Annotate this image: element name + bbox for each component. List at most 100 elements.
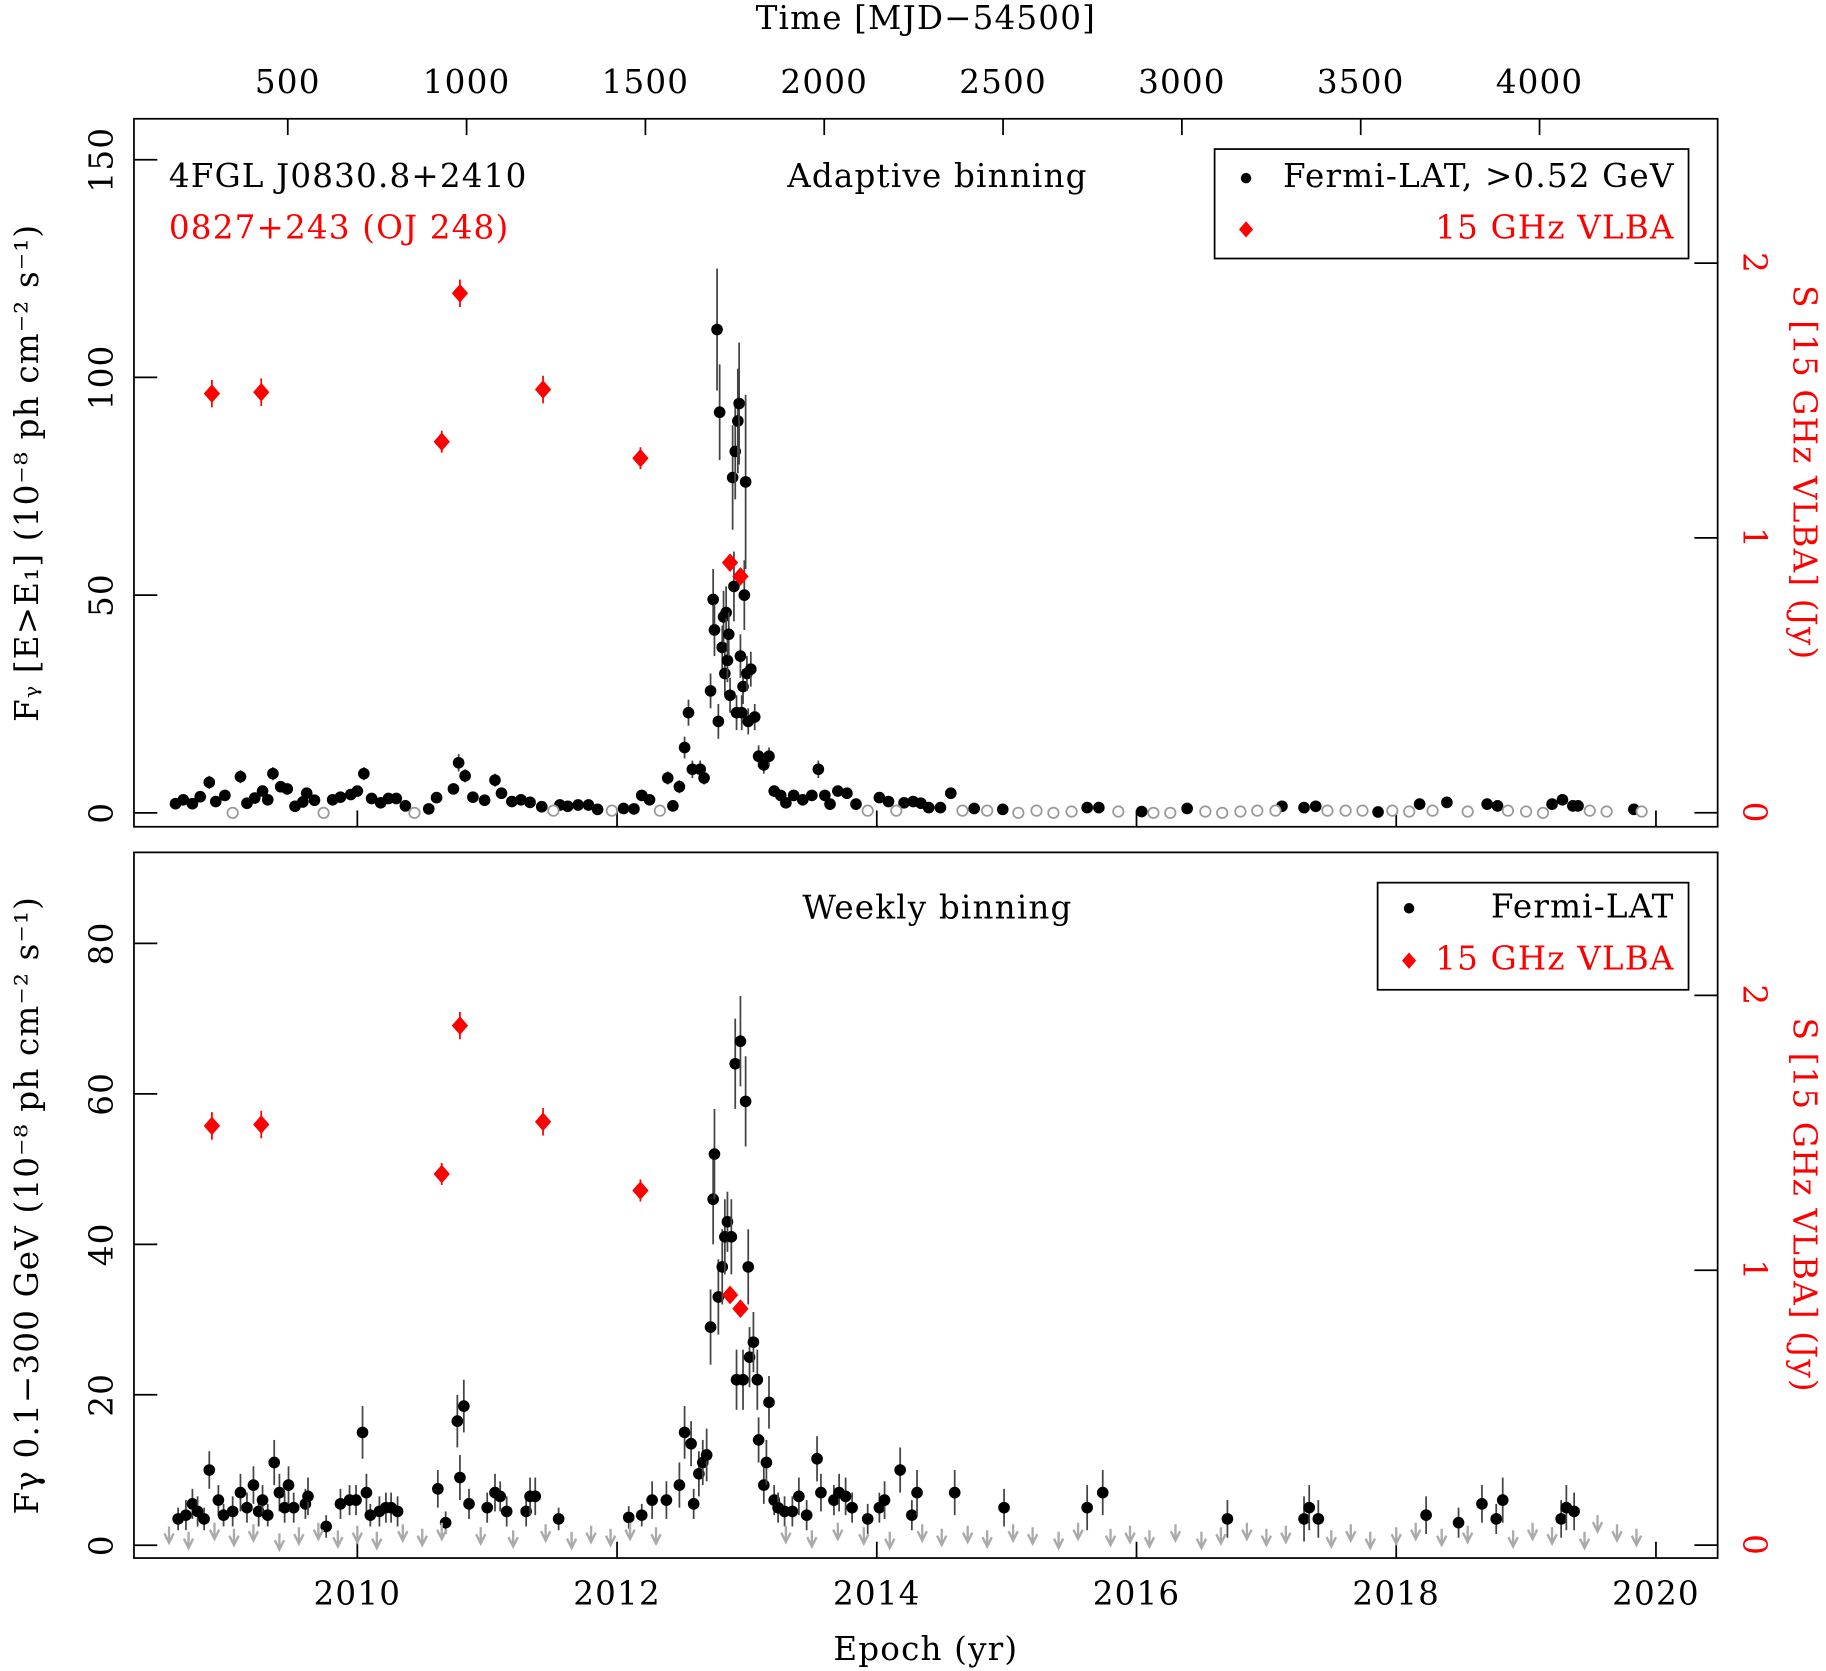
data-point [520,1505,532,1518]
data-point [252,1505,265,1518]
upper-limit [1260,1528,1273,1548]
data-point [399,800,412,812]
data-point [360,1486,373,1499]
plot-frame [133,851,1719,1559]
data-point [281,783,294,795]
data-point [906,1509,918,1521]
data-point [334,791,347,803]
data-point [713,406,726,419]
data-point [694,763,706,776]
data-point [643,793,656,806]
data-point-open [1461,805,1474,818]
upper-limit [371,1531,383,1551]
x2-axis-label: Time [MJD−54500] [756,0,1096,37]
data-point [198,1513,210,1525]
data-point [209,795,222,808]
upper-limit [273,1533,286,1553]
upper-limit [1526,1522,1539,1542]
data-point [700,1449,713,1461]
data-point [704,685,717,697]
data-point [1490,1513,1503,1525]
data-point [561,800,574,813]
data-point [1420,1509,1432,1521]
data-point [1441,796,1453,809]
data-point [812,763,825,776]
data-point [743,1351,756,1364]
upper-limit [1241,1522,1253,1542]
data-point [467,791,479,803]
data-point [707,593,719,606]
data-point-open [605,804,618,817]
data-point [752,750,765,763]
data-point [786,1505,799,1518]
data-point [667,800,679,812]
data-point [894,1464,906,1476]
data-point [1555,1513,1567,1525]
data-point-open [1065,805,1078,818]
data-point [506,795,518,808]
data-point [191,1505,204,1518]
upper-limit [1591,1515,1604,1535]
data-point [1298,801,1310,814]
y2-tick-label: 0 [1736,1534,1774,1556]
data-point [742,1261,755,1273]
data-point [391,1505,404,1518]
data-point [661,772,674,784]
upper-limit [539,1524,552,1544]
data-point [261,1509,274,1521]
data-point-open [1356,804,1369,817]
data-point [302,1490,314,1503]
data-point [841,787,853,800]
data-point [481,1501,494,1514]
data-point [282,1479,295,1491]
y-tick-label: 60 [83,1072,121,1116]
data-point [722,628,735,641]
data-point [430,791,443,804]
data-point [463,1498,475,1510]
data-point [1546,798,1558,810]
data-point [724,689,736,702]
data-point-open [1519,805,1533,818]
data-point [873,791,886,804]
data-point [685,1437,697,1450]
upper-limit [332,1530,344,1550]
data-point [721,1215,734,1228]
data-point-open [1583,804,1596,817]
upper-limit [981,1530,993,1550]
upper-limit [1104,1528,1117,1548]
y-tick-label: 100 [83,345,121,411]
data-point [351,785,364,797]
y2-tick-label: 2 [1736,252,1774,274]
data-point [739,476,752,488]
data-point [698,772,710,784]
data-point [726,471,739,484]
data-point [748,711,761,723]
data-point [247,1479,260,1491]
data-point [712,715,725,728]
data-point [234,1486,247,1499]
data-point [734,1035,747,1048]
data-point [217,1509,230,1521]
data-point [308,794,321,807]
data-point [617,802,630,815]
data-point-open [1386,804,1399,817]
data-point [628,803,640,815]
upper-limit [650,1527,662,1547]
y-tick-label: 80 [83,922,121,966]
upper-limit [565,1531,578,1551]
data-point [203,776,216,789]
data-point [350,1494,362,1506]
y2-axis-label: S [15 GHz VLBA] (Jy) [1786,285,1824,660]
plot-frame [133,117,1719,828]
x2-tick-label: 3000 [1138,63,1226,101]
data-point [806,789,818,802]
data-point [1572,800,1584,812]
upper-limit [858,1527,870,1547]
x-tick-label: 2020 [1612,1574,1700,1612]
upper-limit [182,1531,195,1551]
data-point [728,580,740,593]
upper-limit [1169,1524,1182,1544]
y-axis-label: Fᵧ [E>E₁] (10⁻⁸ ph cm⁻² s⁻¹) [8,224,46,722]
data-point [1452,1516,1465,1529]
data-point [1413,798,1426,810]
